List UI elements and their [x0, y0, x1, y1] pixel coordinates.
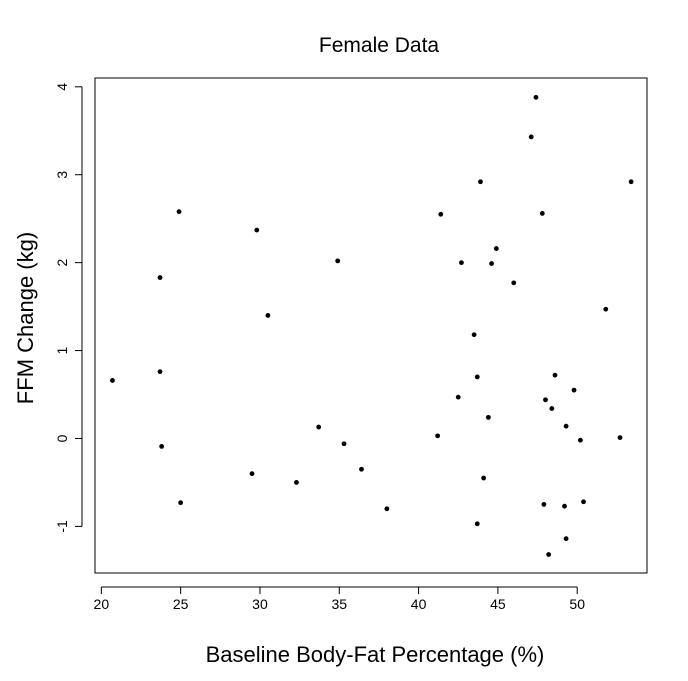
chart-title: Female Data — [319, 34, 440, 57]
data-point — [359, 466, 364, 472]
data-point — [628, 179, 634, 185]
data-point — [159, 443, 165, 449]
x-tick-label: 40 — [411, 596, 427, 612]
data-point — [435, 433, 441, 439]
y-axis: -1 0 1 2 3 4 — [54, 83, 83, 533]
data-point — [528, 134, 534, 140]
x-tick-label: 20 — [94, 596, 110, 612]
data-point — [249, 471, 255, 477]
x-axis: 20 25 30 35 40 45 50 — [94, 586, 585, 612]
data-point — [581, 499, 586, 505]
data-point — [493, 246, 499, 251]
data-point — [481, 475, 487, 481]
data-point — [438, 211, 444, 217]
plot-frame — [94, 77, 648, 574]
data-point — [178, 500, 184, 506]
x-axis-label: Baseline Body-Fat Percentage (%) — [206, 642, 545, 667]
data-point — [157, 275, 163, 280]
data-point — [157, 369, 163, 375]
y-tick-label: -1 — [54, 520, 70, 533]
data-point — [552, 372, 558, 378]
data-point — [265, 312, 271, 318]
x-tick-label: 35 — [331, 596, 347, 612]
data-point — [603, 306, 609, 312]
data-point — [478, 179, 483, 185]
y-tick-label: 0 — [54, 434, 70, 442]
data-point — [541, 502, 547, 507]
data-point — [474, 521, 480, 527]
y-axis-label: FFM Change (kg) — [13, 232, 38, 404]
data-point — [549, 406, 555, 411]
data-point — [571, 387, 577, 393]
data-point — [543, 397, 548, 403]
y-tick-label: 1 — [54, 346, 70, 354]
data-point — [474, 374, 480, 380]
x-tick-label: 30 — [252, 596, 268, 612]
data-point — [489, 261, 494, 266]
data-point — [254, 227, 260, 233]
data-point — [562, 503, 567, 509]
data-point — [563, 536, 569, 542]
data-point — [176, 209, 182, 215]
x-tick-label: 25 — [173, 596, 189, 612]
x-tick-label: 50 — [569, 596, 585, 612]
data-point — [617, 435, 623, 441]
x-tick-label: 45 — [490, 596, 506, 612]
data-point — [539, 210, 545, 216]
data-point — [294, 480, 299, 485]
data-point — [341, 441, 347, 447]
data-point — [485, 414, 491, 420]
data-point — [533, 94, 539, 100]
data-point — [384, 506, 390, 512]
y-tick-label: 2 — [54, 259, 70, 267]
data-point — [563, 423, 569, 429]
data-point — [511, 280, 517, 286]
data-point — [471, 332, 477, 338]
y-tick-label: 4 — [54, 83, 70, 91]
data-point — [335, 258, 341, 264]
data-point — [110, 378, 115, 383]
data-point — [316, 424, 322, 430]
data-point — [577, 437, 583, 443]
data-point — [546, 552, 552, 557]
data-point — [459, 260, 464, 266]
y-tick-label: 3 — [54, 171, 70, 179]
data-points — [110, 94, 634, 557]
data-point — [455, 394, 461, 400]
